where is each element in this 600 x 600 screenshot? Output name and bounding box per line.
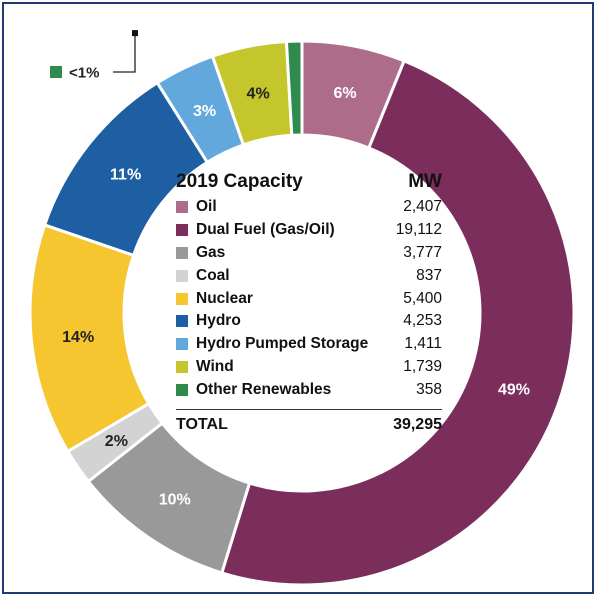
callout-swatch xyxy=(50,66,62,78)
percent-label-gas: 10% xyxy=(159,492,191,509)
legend-table: 2019 Capacity MW Oil 2,407 Dual Fuel (Gas/… xyxy=(176,168,442,434)
legend-row-oil: Oil 2,407 xyxy=(176,196,442,219)
legend-header: 2019 Capacity MW xyxy=(176,168,442,196)
legend-swatch xyxy=(176,246,188,259)
legend-label: Coal xyxy=(196,266,230,284)
total-value: 39,295 xyxy=(393,416,442,434)
legend-swatch xyxy=(176,338,188,351)
legend-swatch xyxy=(176,360,188,373)
legend-label: Hydro Pumped Storage xyxy=(196,335,369,353)
legend-value: 837 xyxy=(416,266,442,284)
legend-value: 3,777 xyxy=(403,243,442,261)
legend-label: Hydro xyxy=(196,312,241,330)
legend-swatch xyxy=(176,201,188,214)
legend-label: Dual Fuel (Gas/Oil) xyxy=(196,221,335,239)
percent-label-oil: 6% xyxy=(333,85,356,102)
total-row: TOTAL 39,295 xyxy=(176,409,442,434)
legend-value: 5,400 xyxy=(403,289,442,307)
slice-other-renewables xyxy=(284,39,304,137)
slice-dual-fuel-gas-oil xyxy=(219,58,576,587)
legend-label: Nuclear xyxy=(196,289,253,307)
callout-marker xyxy=(132,30,138,37)
chart-title: 2019 Capacity xyxy=(176,171,303,192)
total-label: TOTAL xyxy=(176,416,228,434)
percent-label-other-renewables: <1% xyxy=(69,65,99,82)
percent-label-coal: 2% xyxy=(105,433,128,450)
legend-swatch xyxy=(176,383,188,396)
legend-value: 358 xyxy=(416,380,442,398)
legend-label: Gas xyxy=(196,243,226,261)
legend-row-gas: Gas 3,777 xyxy=(176,242,442,265)
legend-swatch xyxy=(176,269,188,282)
legend-row-hydro-pumped-storage: Hydro Pumped Storage 1,411 xyxy=(176,333,442,356)
legend-value: 2,407 xyxy=(403,198,442,216)
percent-label-nuclear: 14% xyxy=(62,329,94,346)
legend-label: Oil xyxy=(196,198,217,216)
legend-row-other-renewables: Other Renewables 358 xyxy=(176,378,442,401)
legend-value: 4,253 xyxy=(403,312,442,330)
legend-swatch xyxy=(176,292,188,305)
callout-line xyxy=(113,33,136,73)
legend-row-nuclear: Nuclear 5,400 xyxy=(176,287,442,310)
legend-value: 1,411 xyxy=(404,335,442,353)
legend-row-wind: Wind 1,739 xyxy=(176,356,442,379)
legend-label: Other Renewables xyxy=(196,380,332,398)
percent-label-wind: 4% xyxy=(247,85,270,102)
legend-value: 19,112 xyxy=(395,221,442,239)
unit-header: MW xyxy=(408,171,442,192)
percent-label-hydro-pumped-storage: 3% xyxy=(193,103,216,120)
percent-label-dual-fuel-gas-oil: 49% xyxy=(498,381,530,398)
legend-row-hydro: Hydro 4,253 xyxy=(176,310,442,333)
legend-value: 1,739 xyxy=(403,357,442,375)
legend-row-dual-fuel-gas-oil: Dual Fuel (Gas/Oil) 19,112 xyxy=(176,219,442,242)
percent-label-hydro: 11% xyxy=(110,166,141,183)
legend-swatch xyxy=(176,315,188,328)
legend-row-coal: Coal 837 xyxy=(176,264,442,287)
legend-label: Wind xyxy=(196,357,234,375)
legend-swatch xyxy=(176,224,188,237)
legend-rows: Oil 2,407 Dual Fuel (Gas/Oil) 19,112 Gas 3,77… xyxy=(176,196,442,401)
